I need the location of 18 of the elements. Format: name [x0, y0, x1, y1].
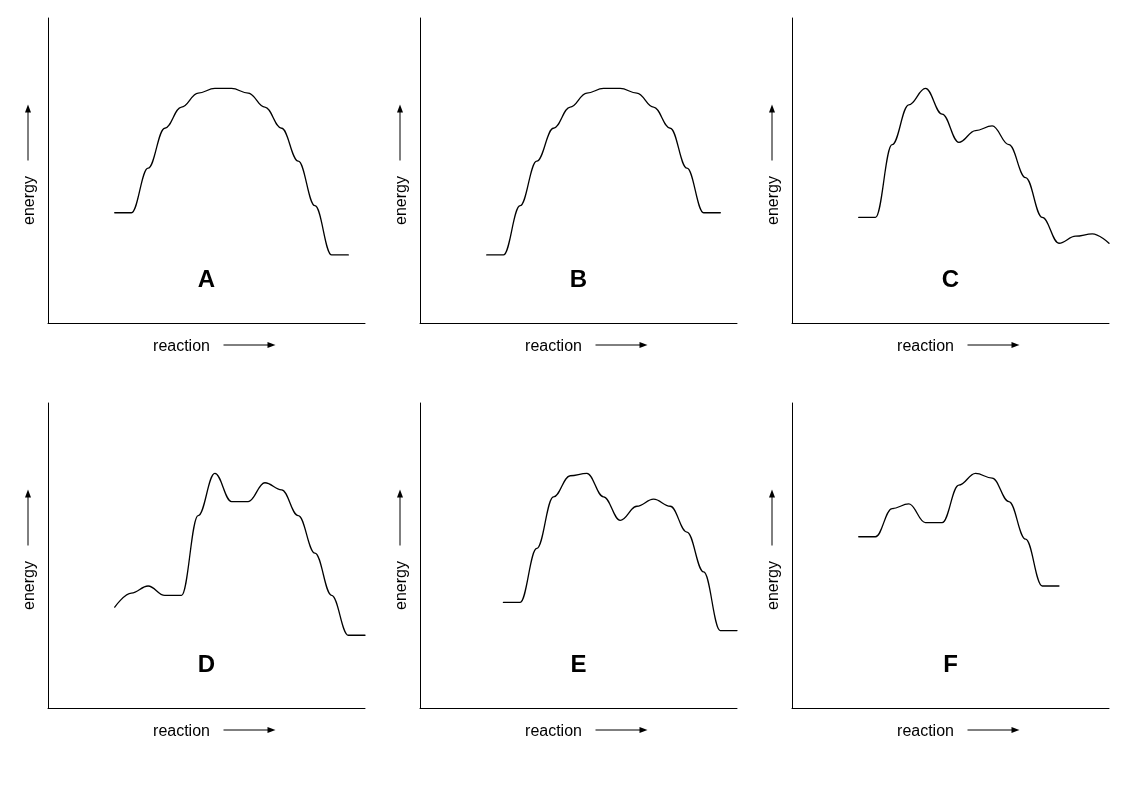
annotation: C — [941, 264, 960, 292]
y-axis-title: energy — [391, 561, 409, 610]
x-axis-title: reaction — [897, 336, 954, 354]
y-axis-title: energy — [19, 561, 37, 610]
y-axis-title: energy — [19, 176, 37, 225]
x-axis-title: reaction — [153, 721, 210, 739]
x-axis-title: reaction — [153, 336, 210, 354]
annotation: F — [943, 649, 958, 677]
x-axis-title: reaction — [525, 336, 582, 354]
y-axis-title: energy — [763, 176, 781, 225]
annotation: A — [197, 264, 216, 292]
annotation: D — [197, 649, 216, 677]
annotation: E — [570, 649, 587, 677]
x-axis-title: reaction — [897, 721, 954, 739]
y-axis-title: energy — [763, 561, 781, 610]
x-axis-title: reaction — [525, 721, 582, 739]
annotation: B — [569, 264, 588, 292]
y-axis-title: energy — [391, 176, 409, 225]
